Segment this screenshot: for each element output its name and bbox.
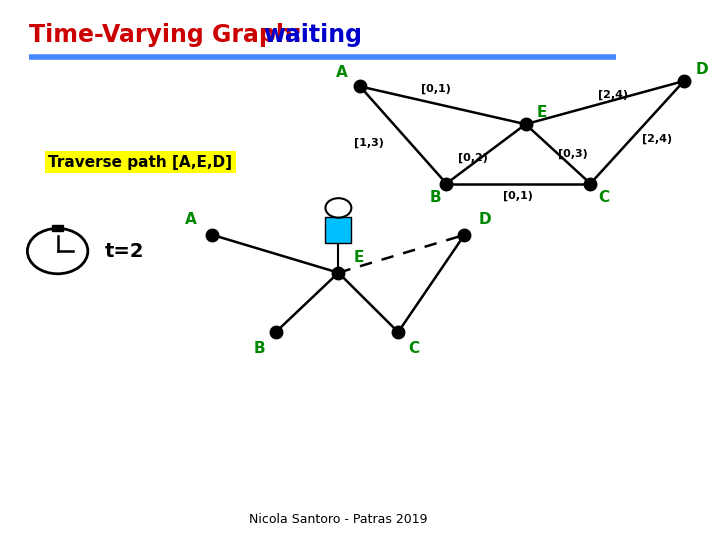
Text: [0,2): [0,2) (458, 153, 488, 164)
Text: B: B (430, 190, 441, 205)
Text: E: E (536, 105, 546, 120)
Text: E: E (354, 250, 364, 265)
Text: [2,4): [2,4) (642, 134, 672, 145)
Text: D: D (696, 62, 708, 77)
FancyBboxPatch shape (325, 217, 351, 243)
Text: Time-Varying Graph:: Time-Varying Graph: (29, 23, 302, 47)
Text: Traverse path [A,E,D]: Traverse path [A,E,D] (48, 154, 233, 170)
Text: C: C (598, 190, 609, 205)
Circle shape (27, 228, 88, 274)
Text: [0,3): [0,3) (557, 148, 588, 159)
Circle shape (325, 198, 351, 218)
Text: [2,4): [2,4) (598, 90, 629, 100)
Text: Nicola Santoro - Patras 2019: Nicola Santoro - Patras 2019 (249, 513, 428, 526)
Text: [1,3): [1,3) (354, 138, 384, 148)
Text: [0,1): [0,1) (420, 84, 451, 94)
Text: C: C (408, 341, 420, 356)
Text: t=2: t=2 (104, 241, 144, 261)
Text: [0,1): [0,1) (503, 190, 534, 201)
Text: waiting: waiting (263, 23, 362, 47)
Text: A: A (185, 212, 197, 227)
Text: B: B (254, 341, 266, 356)
Text: D: D (478, 212, 491, 227)
FancyBboxPatch shape (52, 225, 63, 231)
Text: A: A (336, 65, 348, 80)
